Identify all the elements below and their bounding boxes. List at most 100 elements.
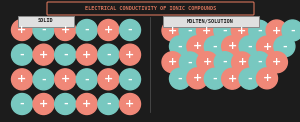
- Circle shape: [249, 52, 270, 73]
- Text: +: +: [168, 25, 177, 36]
- Circle shape: [33, 93, 54, 115]
- Text: +: +: [82, 99, 92, 109]
- Text: -: -: [257, 26, 262, 36]
- Circle shape: [204, 36, 225, 57]
- Text: +: +: [104, 74, 113, 84]
- Text: +: +: [228, 41, 237, 51]
- Circle shape: [55, 20, 76, 41]
- Circle shape: [197, 52, 218, 73]
- Text: -: -: [212, 42, 217, 52]
- Circle shape: [222, 68, 243, 89]
- Text: -: -: [20, 50, 24, 60]
- Text: -: -: [212, 74, 217, 84]
- Text: +: +: [39, 99, 48, 109]
- Text: -: -: [247, 41, 252, 51]
- Text: -: -: [222, 57, 227, 67]
- Text: +: +: [193, 73, 202, 83]
- Circle shape: [76, 20, 97, 41]
- Text: +: +: [168, 57, 177, 67]
- Circle shape: [266, 20, 287, 41]
- Text: +: +: [17, 25, 27, 35]
- FancyBboxPatch shape: [17, 15, 74, 26]
- Text: +: +: [238, 57, 247, 67]
- Text: -: -: [247, 74, 252, 84]
- Text: +: +: [228, 74, 237, 84]
- Text: +: +: [193, 41, 202, 51]
- Circle shape: [55, 44, 76, 65]
- Text: -: -: [187, 25, 192, 36]
- Circle shape: [231, 20, 252, 41]
- FancyBboxPatch shape: [163, 15, 259, 26]
- Circle shape: [179, 52, 200, 73]
- Text: +: +: [272, 25, 281, 36]
- Circle shape: [11, 44, 32, 65]
- Circle shape: [98, 93, 119, 115]
- Circle shape: [187, 36, 208, 57]
- Text: +: +: [61, 74, 70, 84]
- Text: +: +: [39, 50, 48, 60]
- Text: +: +: [237, 25, 246, 36]
- Circle shape: [239, 68, 260, 89]
- Text: SOLID: SOLID: [38, 19, 53, 24]
- Text: +: +: [82, 50, 92, 60]
- Text: -: -: [41, 25, 46, 35]
- Circle shape: [98, 44, 119, 65]
- Text: -: -: [188, 57, 192, 67]
- FancyBboxPatch shape: [47, 2, 254, 15]
- Text: ELECTRICAL CONDUCTIVITY OF IONIC COMPOUNDS: ELECTRICAL CONDUCTIVITY OF IONIC COMPOUN…: [85, 5, 216, 10]
- Circle shape: [249, 20, 270, 41]
- Text: -: -: [290, 25, 295, 36]
- Circle shape: [266, 52, 287, 73]
- Text: -: -: [20, 99, 24, 109]
- Circle shape: [119, 44, 140, 65]
- Circle shape: [33, 20, 54, 41]
- Circle shape: [76, 69, 97, 90]
- Circle shape: [204, 68, 225, 89]
- Text: -: -: [178, 74, 182, 84]
- Circle shape: [76, 93, 97, 115]
- Text: +: +: [17, 74, 27, 84]
- Text: +: +: [262, 42, 272, 52]
- Circle shape: [98, 69, 119, 90]
- Text: -: -: [63, 50, 68, 60]
- Circle shape: [196, 20, 218, 41]
- Text: -: -: [41, 74, 46, 84]
- Circle shape: [256, 36, 278, 57]
- Circle shape: [274, 36, 295, 57]
- Text: -: -: [128, 74, 132, 84]
- Circle shape: [162, 20, 183, 41]
- Circle shape: [76, 44, 97, 65]
- Text: +: +: [104, 25, 113, 35]
- Circle shape: [169, 68, 190, 89]
- Text: -: -: [282, 41, 287, 51]
- Circle shape: [214, 20, 235, 41]
- Circle shape: [11, 20, 32, 41]
- Circle shape: [179, 20, 200, 41]
- Circle shape: [119, 69, 140, 90]
- Circle shape: [162, 52, 183, 73]
- Text: -: -: [178, 41, 182, 51]
- Text: +: +: [272, 57, 281, 67]
- Text: +: +: [262, 73, 272, 83]
- Text: -: -: [106, 99, 111, 109]
- Circle shape: [187, 68, 208, 89]
- Circle shape: [119, 20, 140, 41]
- Circle shape: [11, 93, 32, 115]
- Text: MOLTEN/SOLUTION: MOLTEN/SOLUTION: [187, 19, 234, 24]
- Text: +: +: [202, 26, 211, 36]
- Circle shape: [33, 44, 54, 65]
- Text: +: +: [125, 50, 135, 60]
- Circle shape: [232, 52, 253, 73]
- Text: -: -: [85, 25, 89, 35]
- Circle shape: [169, 36, 190, 57]
- Circle shape: [282, 20, 300, 41]
- Text: +: +: [203, 57, 212, 67]
- Circle shape: [55, 69, 76, 90]
- Circle shape: [98, 20, 119, 41]
- Circle shape: [33, 69, 54, 90]
- Text: -: -: [257, 57, 262, 67]
- Text: -: -: [106, 50, 111, 60]
- Text: +: +: [61, 25, 70, 35]
- Circle shape: [239, 36, 260, 57]
- Circle shape: [222, 36, 243, 57]
